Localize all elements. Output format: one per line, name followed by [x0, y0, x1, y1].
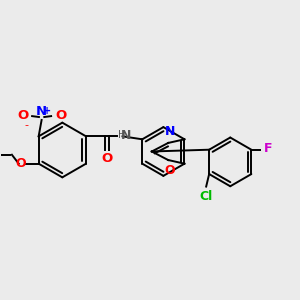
Text: -: -: [25, 120, 29, 130]
Text: N: N: [164, 125, 175, 139]
Text: O: O: [15, 157, 26, 170]
Text: O: O: [17, 109, 28, 122]
Text: N: N: [121, 129, 131, 142]
Text: O: O: [55, 109, 66, 122]
Text: Cl: Cl: [200, 190, 213, 203]
Text: O: O: [164, 164, 175, 178]
Text: F: F: [264, 142, 272, 155]
Text: N: N: [36, 106, 47, 118]
Text: +: +: [43, 106, 51, 116]
Text: O: O: [101, 152, 113, 165]
Text: H: H: [118, 130, 125, 140]
